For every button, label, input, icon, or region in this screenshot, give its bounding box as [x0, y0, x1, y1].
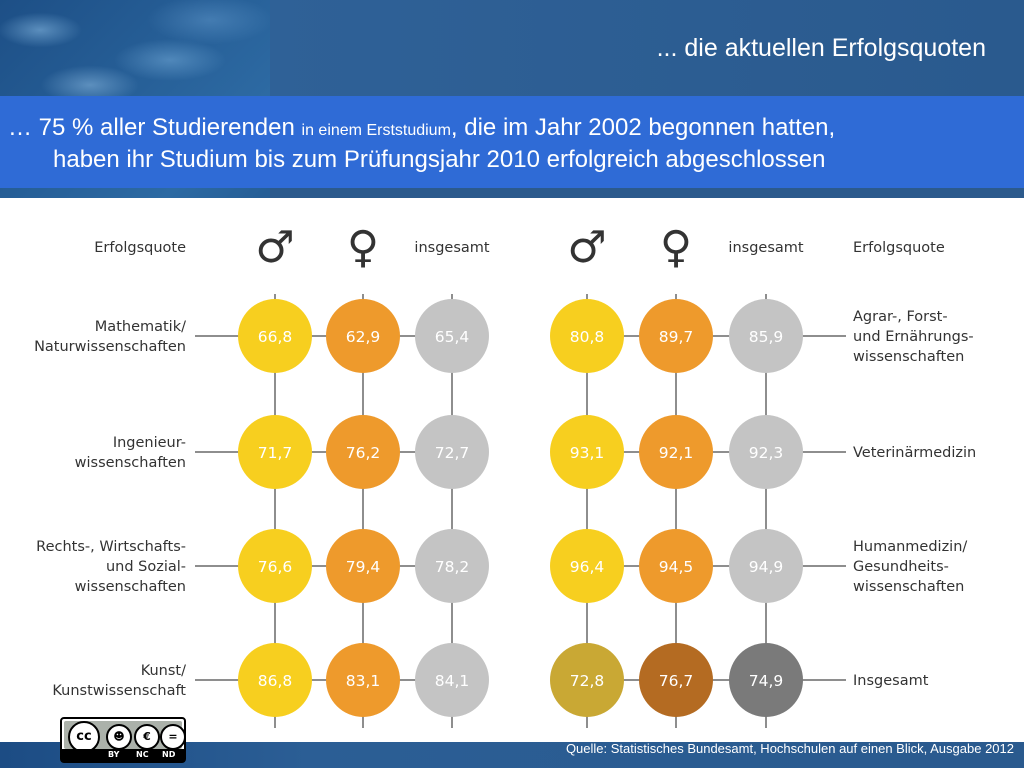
value-label-female: 83,1	[346, 672, 381, 690]
license-by: BY	[108, 750, 120, 759]
value-label-total: 78,2	[435, 558, 470, 576]
headline-line-1-prefix: … 75 % aller Studierenden	[8, 114, 302, 141]
value-circle-male	[238, 643, 312, 717]
value-circle-total	[729, 529, 803, 603]
license-badge-body: cc ☻ € =	[64, 721, 186, 753]
row-label: und Sozial-	[106, 559, 186, 575]
row-label: wissenschaften	[75, 455, 186, 471]
value-circle-female	[639, 643, 713, 717]
value-circle-male	[550, 415, 624, 489]
value-label-female: 76,7	[659, 672, 694, 690]
headline-line-1-suffix: , die im Jahr 2002 begonnen hatten,	[450, 114, 836, 141]
value-circle-female	[326, 415, 400, 489]
value-label-male: 72,8	[570, 672, 605, 690]
value-circle-total	[729, 299, 803, 373]
row-label: Ingenieur-	[113, 435, 186, 451]
column-symbol-female-icon: ♀	[660, 222, 692, 273]
column-symbol-female-icon: ♀	[347, 222, 379, 273]
page-title: ... die aktuellen Erfolgsquoten	[656, 34, 986, 62]
row-label: Kunst/	[141, 663, 186, 679]
value-label-total: 94,9	[749, 558, 784, 576]
value-label-female: 76,2	[346, 444, 381, 462]
value-circle-male	[550, 529, 624, 603]
row-label: und Ernährungs-	[853, 329, 974, 345]
license-nd: ND	[162, 750, 176, 759]
attribution-icon: ☻	[106, 724, 132, 750]
value-label-total: 84,1	[435, 672, 470, 690]
cc-icon: cc	[68, 721, 100, 753]
value-label-total: 92,3	[749, 444, 784, 462]
chart-area: Erfolgsquote ♂ ♀ insgesamt Mathematik/Naturw…	[0, 198, 1024, 742]
value-label-male: 66,8	[258, 328, 293, 346]
column-symbol-male-icon: ♂	[567, 222, 606, 273]
value-circle-female	[326, 299, 400, 373]
row-label: Agrar-, Forst-	[853, 309, 948, 325]
header-bar	[270, 0, 1024, 96]
license-badge[interactable]: cc ☻ € = BY NC ND	[60, 717, 186, 763]
value-circle-male	[238, 529, 312, 603]
value-circle-male	[550, 643, 624, 717]
row-label: Naturwissenschaften	[34, 339, 186, 355]
value-label-total: 74,9	[749, 672, 784, 690]
value-label-female: 94,5	[659, 558, 694, 576]
row-label: Kunstwissenschaft	[52, 683, 186, 699]
value-label-male: 71,7	[258, 444, 293, 462]
value-circle-male	[238, 299, 312, 373]
source-note: Quelle: Statistisches Bundesamt, Hochsch…	[565, 741, 1014, 756]
row-label: wissenschaften	[853, 349, 964, 365]
license-terms: BY NC ND	[62, 749, 184, 761]
value-circle-male	[550, 299, 624, 373]
value-circle-total	[729, 415, 803, 489]
value-label-female: 62,9	[346, 328, 381, 346]
value-label-female: 92,1	[659, 444, 694, 462]
success-rate-chart: Erfolgsquote ♂ ♀ insgesamt Mathematik/Naturw…	[34, 222, 976, 728]
value-circle-female	[639, 299, 713, 373]
value-circle-total	[415, 643, 489, 717]
value-label-female: 79,4	[346, 558, 381, 576]
noderivatives-icon: =	[160, 724, 186, 750]
noncommercial-icon: €	[134, 724, 160, 750]
headline-line-1-small: in einem Erststudium	[301, 122, 451, 139]
headline-banner	[0, 96, 1024, 188]
value-circle-female	[639, 415, 713, 489]
value-circle-total	[415, 299, 489, 373]
value-label-male: 80,8	[570, 328, 605, 346]
header-erfolgsquote: Erfolgsquote	[853, 240, 945, 256]
row-label: wissenschaften	[75, 579, 186, 595]
value-circle-female	[326, 529, 400, 603]
header-erfolgsquote: Erfolgsquote	[94, 240, 186, 256]
column-symbol-male-icon: ♂	[255, 222, 294, 273]
value-circle-male	[238, 415, 312, 489]
row-label: Humanmedizin/	[853, 539, 967, 555]
value-label-male: 76,6	[258, 558, 293, 576]
value-label-total: 65,4	[435, 328, 470, 346]
value-circle-female	[639, 529, 713, 603]
row-label: Mathematik/	[95, 319, 186, 335]
row-label: Veterinärmedizin	[853, 445, 976, 461]
headline-line-2: haben ihr Studium bis zum Prüfungsjahr 2…	[53, 146, 826, 173]
row-label: Gesundheits-	[853, 559, 949, 575]
row-label: wissenschaften	[853, 579, 964, 595]
value-circle-total	[415, 415, 489, 489]
value-circle-total	[729, 643, 803, 717]
column-header-total: insgesamt	[414, 240, 489, 256]
headline-line-1: … 75 % aller Studierenden in einem Ersts…	[8, 114, 835, 142]
value-label-female: 89,7	[659, 328, 694, 346]
value-label-male: 93,1	[570, 444, 605, 462]
value-label-total: 85,9	[749, 328, 784, 346]
value-label-male: 86,8	[258, 672, 293, 690]
value-circle-total	[415, 529, 489, 603]
value-label-male: 96,4	[570, 558, 605, 576]
value-circle-female	[326, 643, 400, 717]
row-label: Rechts-, Wirtschafts-	[36, 539, 186, 555]
license-nc: NC	[136, 750, 149, 759]
column-header-total: insgesamt	[728, 240, 803, 256]
value-label-total: 72,7	[435, 444, 470, 462]
row-label: Insgesamt	[853, 673, 929, 689]
